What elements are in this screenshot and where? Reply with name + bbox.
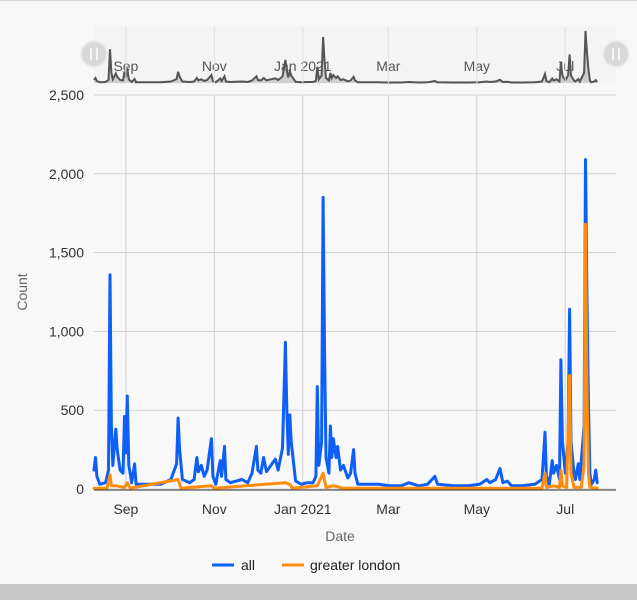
navigator-right-handle[interactable]	[602, 40, 630, 68]
y-tick-label: 1,500	[49, 245, 84, 261]
y-axis-tick-labels: 0 500 1,000 1,500 2,000 2,500	[49, 87, 84, 497]
x-tick-label: Jul	[556, 501, 574, 517]
x-axis-title: Date	[325, 528, 355, 544]
legend-label-greater-london: greater london	[310, 557, 400, 573]
navigator-background	[94, 27, 616, 84]
navigator[interactable]: Sep Nov Jan 2021 Mar May Jul	[80, 27, 630, 84]
x-tick-label: Jan 2021	[274, 501, 332, 517]
legend-item-greater-london[interactable]: greater london	[282, 557, 400, 573]
grid-lines	[94, 27, 616, 490]
x-tick-label: May	[464, 501, 490, 517]
y-tick-label: 500	[61, 402, 85, 418]
y-axis-title: Count	[14, 273, 30, 310]
series-line-greater-london[interactable]	[92, 222, 599, 490]
navigator-left-handle[interactable]	[80, 40, 108, 68]
legend-label-all: all	[241, 557, 255, 573]
plot-area[interactable]	[92, 158, 599, 490]
x-axis-tick-labels: Sep Nov Jan 2021 Mar May Jul	[113, 501, 574, 517]
y-tick-label: 2,000	[49, 166, 84, 182]
x-tick-label: Mar	[376, 501, 400, 517]
series-line-all[interactable]	[92, 158, 599, 488]
y-tick-label: 2,500	[49, 87, 84, 103]
x-tick-label: Sep	[113, 501, 138, 517]
y-tick-label: 0	[76, 481, 84, 497]
legend: all greater london	[212, 557, 400, 573]
y-tick-label: 1,000	[49, 323, 84, 339]
legend-item-all[interactable]: all	[212, 557, 255, 573]
bottom-scrollbar[interactable]	[0, 584, 637, 600]
navigator-line	[93, 30, 598, 84]
x-tick-label: Nov	[202, 501, 227, 517]
